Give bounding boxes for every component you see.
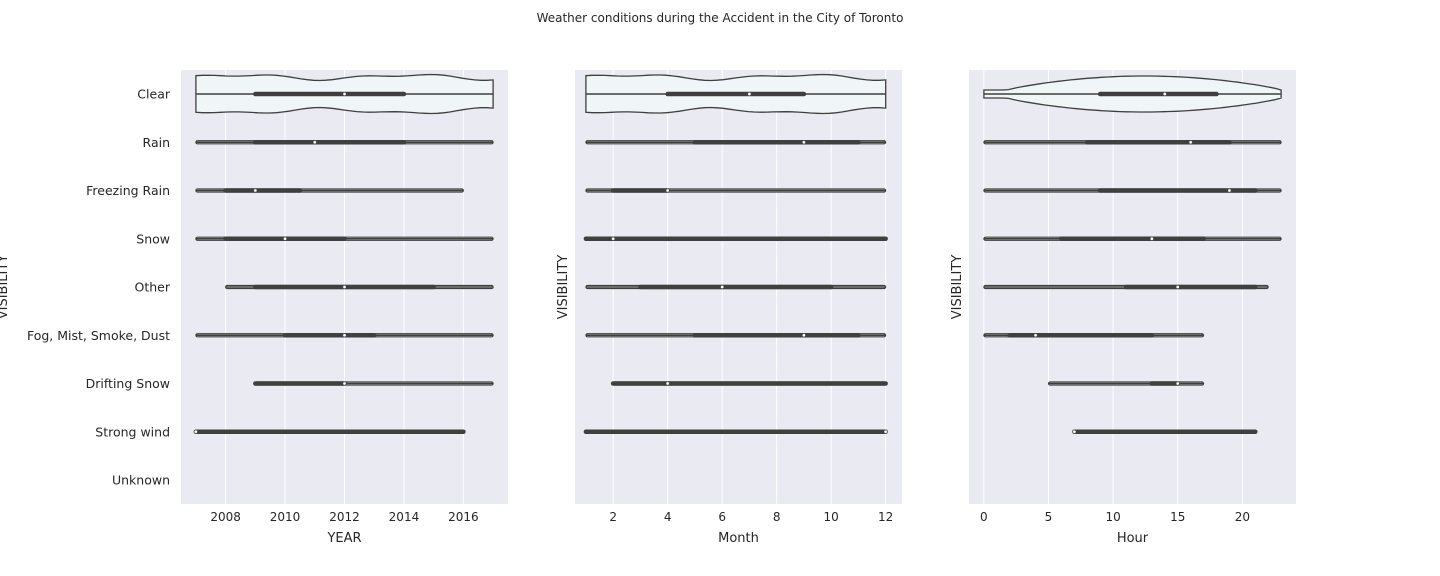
violin-rain <box>195 140 494 145</box>
x-tick-label: 8 <box>773 510 781 524</box>
y-axis-label: VISIBILITY <box>556 255 571 320</box>
median-point <box>802 140 806 145</box>
violin-drifting-snow <box>253 381 494 386</box>
violin-strong-wind <box>583 429 888 434</box>
violin-clear <box>585 73 887 115</box>
x-tick-label: 12 <box>878 510 893 524</box>
median-point <box>342 381 347 386</box>
y-tick-label: Snow <box>136 231 170 246</box>
x-tick-label: 2014 <box>389 510 420 524</box>
median-point <box>1163 92 1167 96</box>
x-tick-label: 2010 <box>270 510 301 524</box>
violin-fog-mist-smoke-dust <box>195 333 494 338</box>
y-tick-label: Other <box>135 280 171 295</box>
y-tick-label: Drifting Snow <box>86 376 170 391</box>
violin-other <box>585 284 887 290</box>
violin-clear <box>195 73 494 115</box>
median-point <box>283 236 287 241</box>
violin-snow <box>583 236 888 241</box>
x-axis-label: Month <box>718 531 759 546</box>
median-point <box>1150 236 1154 241</box>
median-point <box>1033 333 1038 338</box>
violin-snow <box>195 236 494 241</box>
violin-freezing-rain <box>195 188 464 193</box>
median-point <box>747 92 752 96</box>
violin-other <box>983 284 1269 290</box>
x-tick-label: 6 <box>718 510 726 524</box>
violin-snow <box>983 236 1282 241</box>
y-tick-label: Rain <box>143 135 170 150</box>
median-point <box>1175 381 1180 386</box>
x-tick-label: 2008 <box>210 510 241 524</box>
x-tick-label: 20 <box>1235 510 1250 524</box>
median-point <box>1227 188 1232 193</box>
x-tick-label: 10 <box>1105 510 1120 524</box>
median-point <box>1188 140 1193 145</box>
panel-hour: 0 5 10 15 20 Hour VISIBILITY <box>950 70 1296 546</box>
median-point <box>1175 285 1180 289</box>
panel-year: 2008 2010 2012 2014 2016 YEAR VISIBILITY Clear R… <box>0 70 508 546</box>
violin-freezing-rain <box>585 188 887 193</box>
y-tick-label: Unknown <box>112 473 170 488</box>
x-tick-label: 2 <box>609 510 617 524</box>
violin-drifting-snow <box>610 381 888 386</box>
violin-drifting-snow <box>1047 381 1205 386</box>
y-tick-label: Strong wind <box>95 424 170 439</box>
median-point <box>665 188 670 193</box>
violin-clear <box>983 75 1282 113</box>
x-tick-label: 0 <box>980 510 988 524</box>
y-axis-label: VISIBILITY <box>950 255 965 320</box>
median-point <box>883 429 888 434</box>
x-axis-label: Hour <box>1117 531 1149 546</box>
median-point <box>611 236 615 241</box>
x-tick-label: 2012 <box>329 510 360 524</box>
median-point <box>342 285 347 289</box>
y-tick-label: Clear <box>137 87 171 102</box>
y-tick-label: Freezing Rain <box>86 183 170 198</box>
violin-strong-wind <box>193 429 466 434</box>
x-tick-label: 15 <box>1170 510 1185 524</box>
violin-freezing-rain <box>983 188 1282 193</box>
median-point <box>194 429 198 434</box>
median-point <box>342 333 347 338</box>
median-point <box>342 92 347 96</box>
y-axis-label: VISIBILITY <box>0 255 11 320</box>
violin-other <box>225 284 494 290</box>
y-tick-label: Fog, Mist, Smoke, Dust <box>27 328 170 343</box>
violin-rain <box>585 140 887 145</box>
x-tick-label: 5 <box>1045 510 1053 524</box>
violin-rain <box>983 140 1282 145</box>
median-point <box>665 381 670 386</box>
x-tick-label: 2016 <box>448 510 479 524</box>
median-point <box>1072 429 1077 434</box>
x-tick-label: 4 <box>664 510 672 524</box>
median-point <box>802 333 806 338</box>
x-axis-label: YEAR <box>326 531 361 546</box>
panel-month: 2 4 6 8 10 12 Month VISIBILITY <box>556 70 902 546</box>
violin-fog-mist-smoke-dust <box>983 333 1205 338</box>
violin-strong-wind <box>1072 429 1258 434</box>
median-point <box>253 188 258 193</box>
violin-fog-mist-smoke-dust <box>585 333 887 338</box>
median-point <box>312 140 317 145</box>
x-tick-label: 10 <box>824 510 839 524</box>
figure-title: Weather conditions during the Accident i… <box>537 11 904 25</box>
median-point <box>720 285 724 289</box>
